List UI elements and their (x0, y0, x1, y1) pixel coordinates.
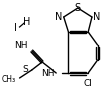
Text: N: N (55, 12, 63, 22)
Text: I: I (14, 23, 17, 33)
Text: H: H (23, 17, 31, 27)
Text: S: S (75, 3, 81, 13)
Text: S: S (22, 65, 28, 74)
Text: NH: NH (41, 68, 54, 78)
Text: CH₃: CH₃ (2, 76, 16, 84)
Text: NH: NH (15, 40, 28, 49)
Text: Cl: Cl (84, 80, 93, 89)
Text: N: N (93, 12, 100, 22)
